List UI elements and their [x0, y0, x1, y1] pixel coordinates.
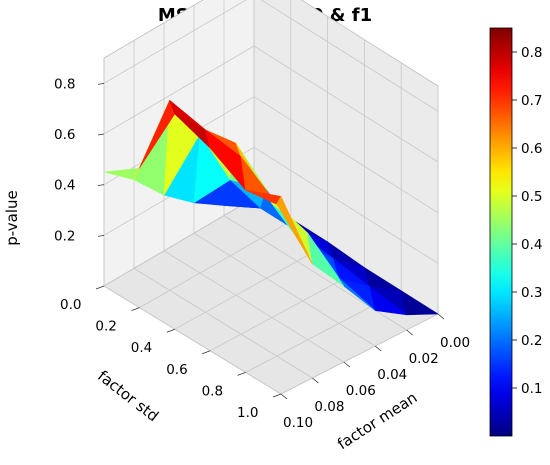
surface-facet: [307, 233, 345, 287]
x-gridline: [103, 285, 282, 395]
y-tick: [272, 393, 282, 398]
y-tick: [202, 350, 211, 355]
y-axis-label: factor std: [94, 367, 162, 425]
colorbar-tick-label: 0.8: [521, 45, 542, 61]
z-tick: [97, 133, 105, 136]
y-tick: [237, 372, 246, 376]
y-tick: [131, 307, 140, 311]
y-gridline: [280, 313, 439, 395]
colorbar-tick-label: 0.5: [521, 189, 542, 205]
y-tick-label: 1.0: [237, 405, 258, 421]
surface-facet: [338, 277, 376, 311]
x-tick: [312, 377, 319, 384]
y-tick-label: 0.6: [166, 362, 187, 378]
colorbar-tick-label: 0.1: [521, 381, 542, 397]
y-tick-label: 0.2: [95, 319, 116, 335]
x-tick-label: 0.06: [346, 383, 376, 399]
colorbar-gradient: [489, 27, 513, 437]
colorbar-tick-label: 0.2: [521, 333, 542, 349]
colorbar: 0.1 0.2 0.3 0.4 0.5 0.6 0.7 0.8: [489, 27, 542, 437]
x-tick: [280, 393, 288, 400]
axis-ticks: 0.20.40.60.80.00.20.40.60.81.00.000.020.…: [54, 76, 470, 431]
x-tick: [343, 361, 351, 368]
x-tick-label: 0.00: [440, 335, 470, 351]
z-tick-label: 0.8: [54, 76, 75, 92]
x-tick-label: 0.10: [283, 415, 313, 431]
y-tick-label: 0.8: [202, 383, 223, 399]
colorbar-tick-label: 0.3: [521, 285, 542, 301]
x-tick: [437, 313, 445, 320]
colorbar-tick-label: 0.4: [521, 237, 542, 253]
y-tick-label: 0.4: [131, 340, 152, 356]
y-gridline: [139, 220, 291, 308]
z-tick-label: 0.2: [54, 228, 75, 244]
y-gridline: [174, 244, 328, 330]
surface-facet: [400, 290, 439, 316]
x-tick-label: 0.04: [377, 367, 407, 383]
x-gridline: [133, 268, 313, 379]
y-tick: [95, 285, 105, 290]
z-tick-label: 0.4: [54, 178, 75, 194]
x-tick: [406, 329, 413, 336]
z-tick: [97, 234, 105, 237]
surface: [103, 100, 439, 316]
colorbar-tick-label: 0.7: [521, 93, 542, 109]
x-tick-label: 0.08: [314, 399, 344, 415]
x-gridline: [163, 250, 345, 363]
y-tick: [166, 328, 175, 333]
y-gridline: [103, 197, 255, 287]
surface-facet: [276, 196, 313, 265]
x-tick-label: 0.02: [409, 351, 439, 367]
z-tick: [97, 184, 105, 187]
y-tick-label: 0.0: [60, 297, 81, 313]
surface-facet: [369, 286, 407, 316]
colorbar-tick-label: 0.6: [521, 141, 542, 157]
x-gridline: [193, 232, 376, 347]
z-tick: [97, 82, 105, 85]
z-gridline: [103, 0, 439, 112]
x-tick: [374, 345, 382, 352]
z-tick-label: 0.6: [54, 127, 75, 143]
z-axis-label: p-value: [3, 190, 21, 246]
